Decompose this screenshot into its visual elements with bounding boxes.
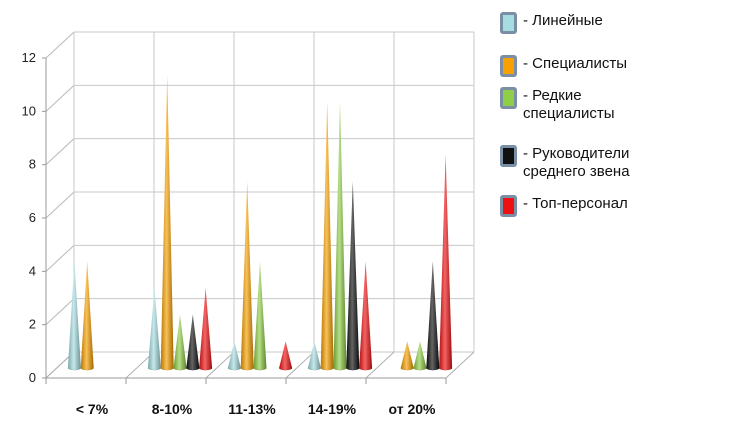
cone-0-3 (307, 341, 321, 370)
legend-label-top: - Топ-персонал (523, 195, 628, 212)
category-label: 11-13% (228, 401, 276, 417)
legend: - Линейные - Специалисты - Редкие специа… (500, 12, 740, 225)
legend-item-redkie: - Редкие специалисты (500, 87, 740, 145)
y-tick-label: 0 (29, 370, 36, 385)
y-tick-label: 2 (29, 317, 36, 332)
cone-3-1 (186, 314, 200, 370)
legend-swatch-top (500, 195, 517, 217)
cone-1-4 (400, 341, 414, 370)
cone-4-2 (279, 341, 293, 370)
depth-gridline (45, 31, 75, 59)
category-label: 8-10% (152, 401, 193, 417)
cone-0-0 (67, 261, 81, 370)
category-label: < 7% (76, 401, 109, 417)
depth-gridline (45, 84, 75, 112)
legend-item-specialisty: - Специалисты (500, 55, 740, 87)
y-tick-label: 4 (29, 263, 36, 278)
legend-swatch-lineynye (500, 12, 517, 34)
cone-1-0 (80, 261, 94, 370)
category-label: от 20% (389, 401, 437, 417)
cone-0-2 (227, 341, 241, 370)
y-tick-label: 10 (22, 103, 36, 118)
legend-label-lineynye: - Линейные (523, 12, 603, 29)
legend-swatch-specialisty (500, 55, 517, 77)
floor-line (365, 351, 395, 379)
floor-line (205, 351, 235, 379)
legend-item-lineynye: - Линейные (500, 12, 740, 55)
category-label: 14-19% (308, 401, 357, 417)
legend-label-redkie: - Редкие специалисты (523, 87, 615, 122)
depth-gridline (45, 298, 75, 326)
cone-4-1 (199, 288, 213, 370)
cone-0-1 (147, 288, 161, 370)
legend-item-rukovoditeli: - Руководители среднего звена (500, 145, 740, 195)
y-tick-label: 6 (29, 210, 36, 225)
cone-3-4 (426, 261, 440, 370)
cone-3-3 (346, 181, 360, 370)
cone-1-2 (240, 181, 254, 370)
cone-2-4 (413, 341, 427, 370)
cone-1-1 (160, 74, 174, 371)
legend-swatch-redkie (500, 87, 517, 109)
cone-4-3 (359, 261, 373, 370)
y-tick-label: 8 (29, 157, 36, 172)
cone-4-4 (439, 154, 453, 370)
legend-swatch-rukovoditeli (500, 145, 517, 167)
cone-2-1 (173, 314, 187, 370)
y-tick-label: 12 (22, 50, 36, 65)
depth-gridline (45, 138, 75, 166)
floor-line (445, 351, 475, 379)
legend-label-specialisty: - Специалисты (523, 55, 628, 72)
cone-1-3 (320, 101, 334, 370)
depth-gridline (45, 191, 75, 219)
floor-line (285, 351, 315, 379)
legend-label-rukovoditeli: - Руководители среднего звена (523, 145, 630, 180)
depth-gridline (45, 244, 75, 272)
cone-2-3 (333, 101, 347, 370)
legend-item-top: - Топ-персонал (500, 195, 740, 225)
cone-2-2 (253, 261, 267, 370)
